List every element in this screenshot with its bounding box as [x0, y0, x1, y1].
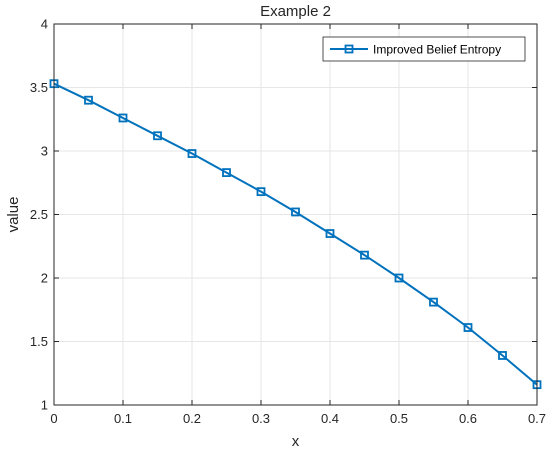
y-tick-label: 3.5	[30, 80, 48, 95]
x-tick-label: 0.1	[114, 411, 132, 426]
x-axis-title: x	[292, 433, 300, 450]
legend-label: Improved Belief Entropy	[373, 43, 501, 57]
y-tick-label: 1.5	[30, 334, 48, 349]
x-tick-label: 0.4	[321, 411, 339, 426]
data-point-marker	[360, 250, 369, 260]
data-point-marker	[429, 297, 438, 307]
x-tick-label: 0.2	[183, 411, 201, 426]
y-tick-label: 2.5	[30, 207, 48, 222]
y-tick-label: 1	[41, 398, 48, 413]
chart-title: Example 2	[260, 3, 331, 20]
y-axis-title: value	[5, 197, 22, 233]
y-tick-label: 3	[41, 144, 48, 159]
y-axis-ticks: 1 1.5 2 2.5 3 3.5 4	[30, 17, 537, 413]
data-point-marker	[153, 131, 162, 141]
data-point-marker	[187, 149, 197, 158]
data-point-marker	[325, 229, 335, 238]
data-point-marker	[84, 95, 93, 105]
data-point-marker	[498, 351, 507, 360]
y-tick-label: 2	[41, 271, 48, 286]
data-point-marker	[394, 273, 404, 283]
data-point-marker	[291, 207, 300, 217]
legend-marker-swatch	[344, 44, 354, 54]
legend: Improved Belief Entropy	[322, 36, 526, 62]
x-tick-label: 0.6	[459, 411, 477, 426]
y-tick-label: 4	[41, 17, 48, 32]
x-tick-label: 0.5	[390, 411, 408, 426]
plot-border	[53, 23, 538, 406]
data-point-marker	[118, 113, 128, 123]
series-layer	[49, 79, 542, 390]
x-tick-label: 0.3	[252, 411, 270, 426]
data-point-marker	[463, 323, 473, 332]
x-tick-label: 0	[50, 411, 57, 426]
series-line	[53, 82, 538, 386]
data-point-marker	[222, 168, 231, 177]
x-tick-label: 0.7	[528, 411, 546, 426]
data-point-marker	[256, 187, 266, 197]
